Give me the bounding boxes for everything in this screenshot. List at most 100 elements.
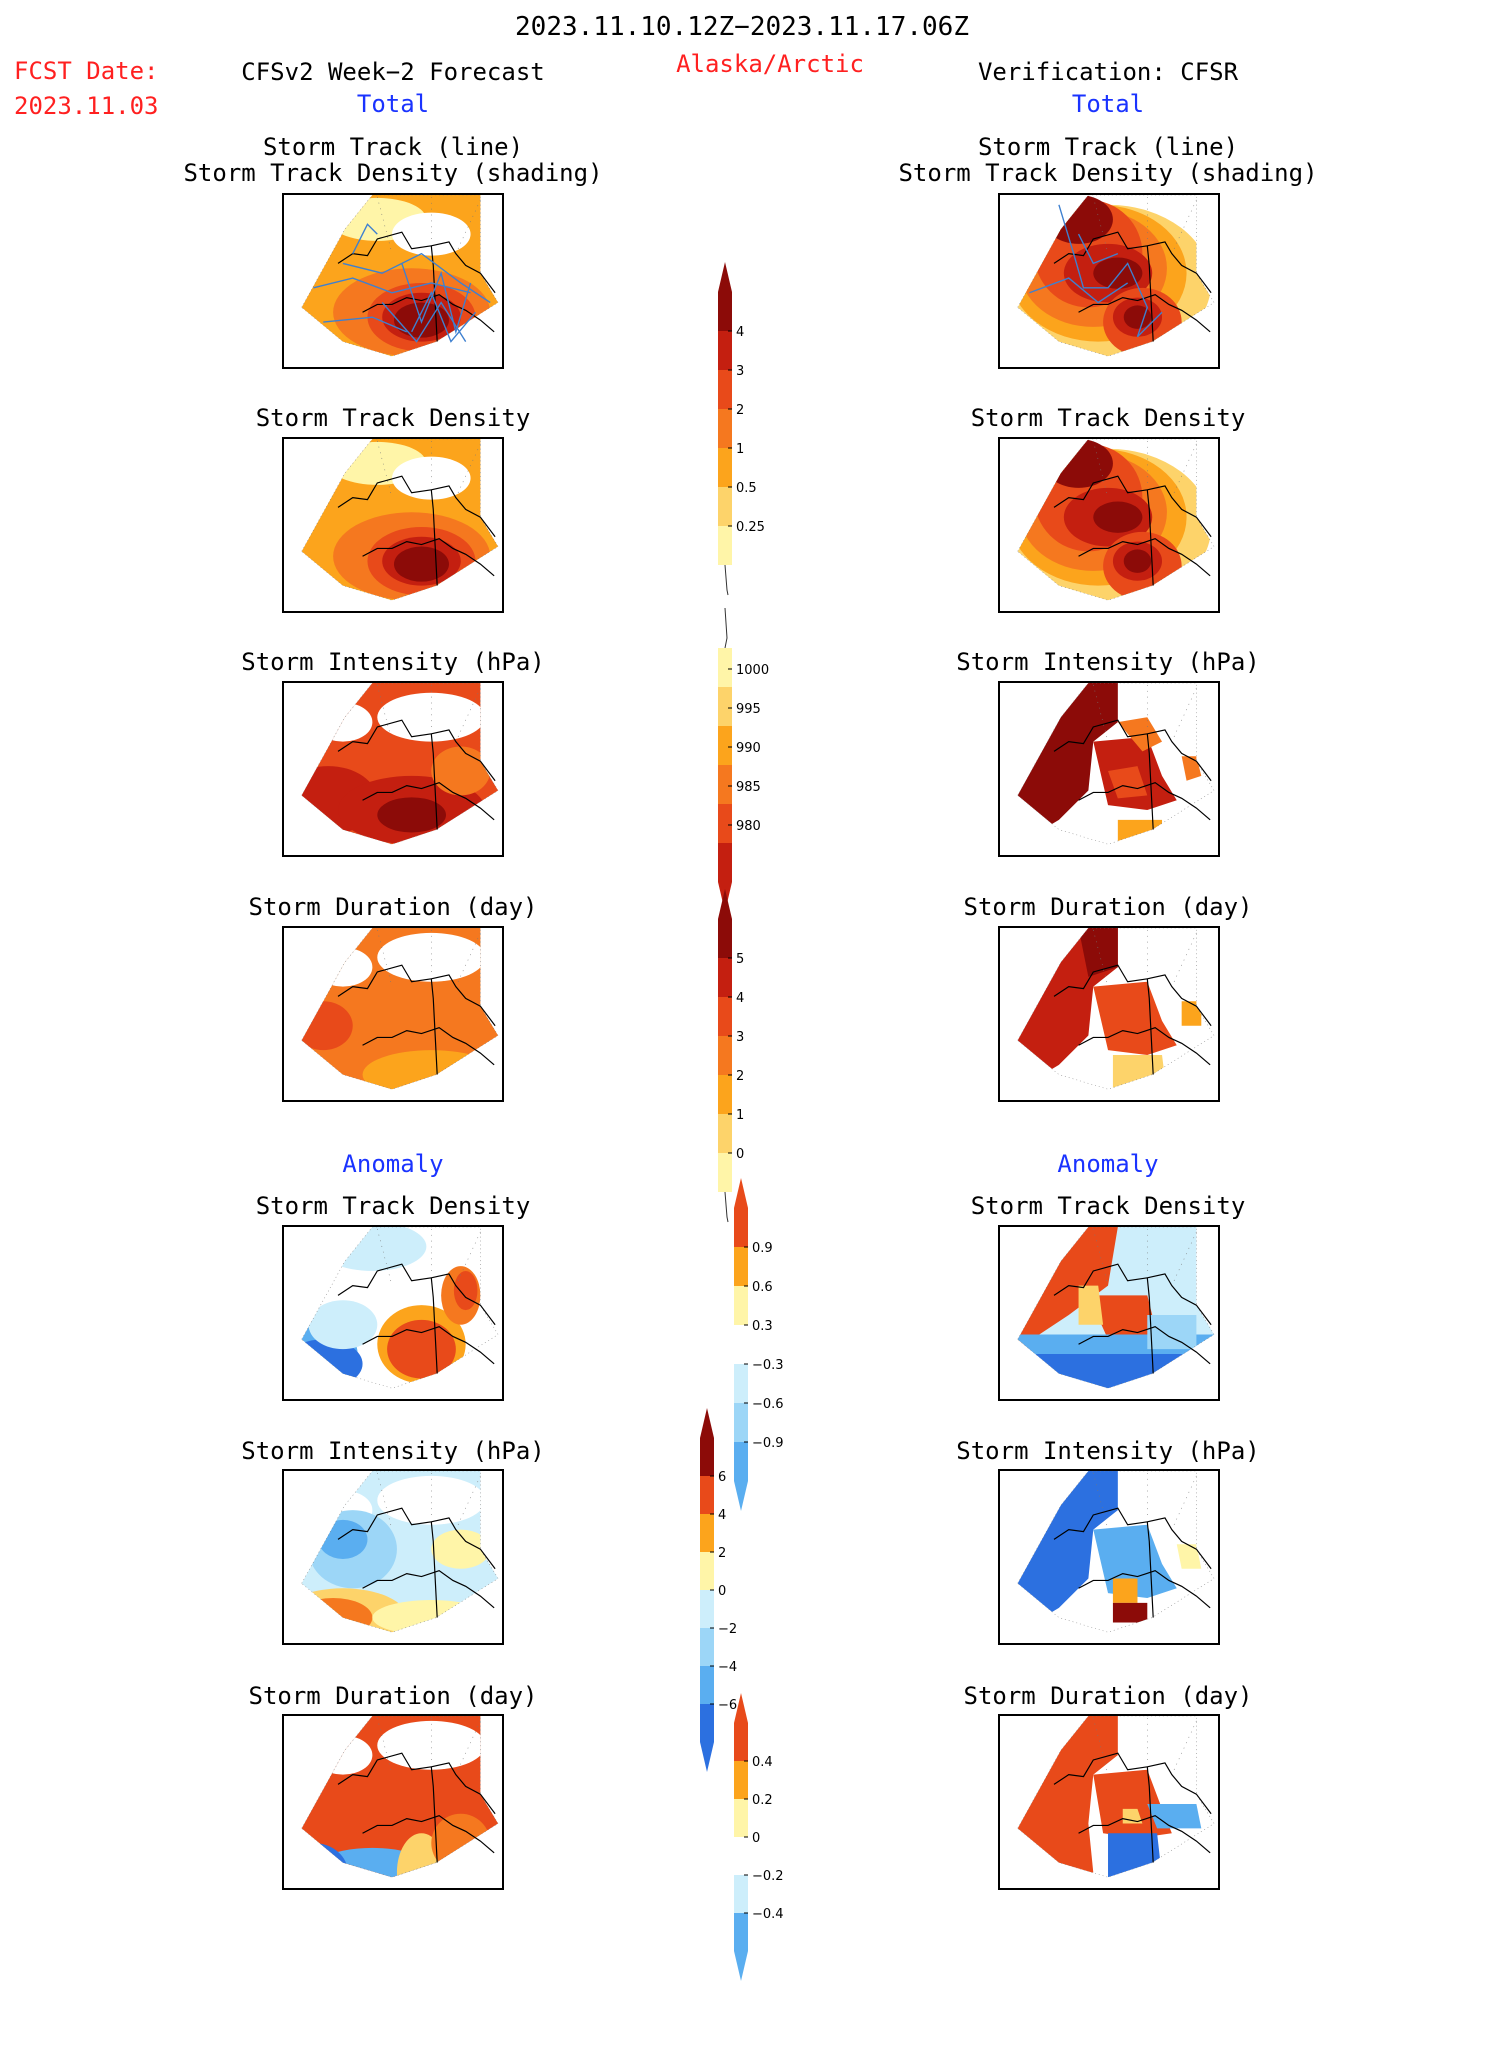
coastline (1078, 538, 1211, 577)
colorbar-segment (718, 726, 732, 765)
contour-region (313, 1735, 373, 1775)
colorbar-segment (734, 1208, 748, 1247)
verification-storm-duration-map (998, 926, 1220, 1102)
colorbar-segment (700, 1552, 714, 1590)
storm-track-line (1058, 204, 1163, 338)
forecast-duration-anomaly-map (282, 1714, 504, 1890)
graticule-line (1171, 199, 1197, 254)
colorbar-tick-label: 0 (752, 1831, 760, 1846)
verification-intensity-anomaly-title: Storm Intensity (hPa) (956, 1437, 1260, 1465)
border-line (1146, 1277, 1154, 1374)
contour-region (377, 1475, 486, 1525)
map-svg (1017, 439, 1215, 601)
colorbar-segment (718, 1036, 732, 1075)
colorbar-segment (718, 919, 732, 958)
verification-duration-anomaly-map (998, 1714, 1220, 1890)
colorbar-segment (734, 1247, 748, 1286)
map-svg (301, 195, 499, 357)
contour-region (387, 1319, 456, 1379)
colorbar-segment (718, 331, 732, 370)
colorbar-top-triangle (700, 1408, 714, 1438)
contour-region (377, 1720, 486, 1770)
coastline (337, 475, 496, 538)
colorbar-tick-label: 1 (736, 1108, 744, 1123)
contour-region (372, 1600, 491, 1633)
coastline (362, 1027, 495, 1066)
colorbar-segment (718, 765, 732, 804)
coastline (337, 719, 496, 782)
colorbar-segment (718, 804, 732, 843)
coastline (337, 1263, 496, 1326)
border-line (430, 978, 438, 1075)
contour-region (1147, 1314, 1197, 1350)
colorbar-tick-label: 0.6 (752, 1280, 773, 1295)
contour-region (1181, 756, 1202, 781)
verification-track-density-shading-map (998, 193, 1220, 369)
forecast-storm-track-line-title: Storm Track (line) (262, 133, 524, 161)
contour-region (377, 932, 486, 982)
border-line (430, 489, 438, 586)
contour-region (1108, 766, 1148, 799)
coastline (362, 1326, 495, 1365)
colorbar-segment (734, 1837, 748, 1875)
duration-anomaly-colorbar: 0.4 0.2 0 −0.2 −0.4 (734, 1693, 814, 2045)
forecast-storm-track-density-shading-title: Storm Track Density (shading) (183, 159, 603, 187)
contour-region (1117, 717, 1163, 752)
contour-region (1123, 549, 1152, 573)
colorbar-tick-label: −6 (718, 1698, 737, 1713)
contour-region (301, 1598, 373, 1633)
colorbar-tick-label: −0.3 (752, 1358, 784, 1373)
forecast-duration-anomaly-title: Storm Duration (day) (248, 1682, 538, 1710)
forecast-density-anomaly-title: Storm Track Density (255, 1192, 531, 1220)
contour-region (453, 1270, 478, 1311)
colorbar-segment (718, 1153, 732, 1192)
intensity-colorbar: 1000 995 990 985 980 (718, 607, 798, 976)
colorbar-segment (718, 487, 732, 526)
contour-region (313, 702, 373, 742)
region-label: Alaska/Arctic (676, 50, 864, 78)
graticule-line (455, 1231, 481, 1286)
graticule-line (1171, 932, 1197, 987)
colorbar-segment (734, 1286, 748, 1325)
contour-region (1123, 305, 1152, 329)
colorbar-extension-line (724, 564, 729, 596)
fcst-date-label: FCST Date: (14, 57, 159, 85)
contour-region (1112, 1055, 1167, 1090)
contour-region (301, 1001, 353, 1051)
forecast-intensity-anomaly-map (282, 1469, 504, 1645)
colorbar-tick-label: 995 (736, 702, 761, 717)
verification-storm-intensity-title: Storm Intensity (hPa) (956, 648, 1260, 676)
colorbar-segment (734, 1875, 748, 1913)
colorbar-segment (718, 1114, 732, 1153)
forecast-track-density-map (282, 437, 504, 613)
colorbar-segment (718, 409, 732, 448)
contour-region (1093, 1769, 1172, 1839)
map-svg (1017, 195, 1215, 357)
verification-storm-track-density-shading-title: Storm Track Density (shading) (898, 159, 1318, 187)
contour-region (340, 700, 347, 711)
graticule-line (1171, 1475, 1197, 1530)
colorbar-top-triangle (718, 262, 732, 292)
coastline (337, 964, 496, 1027)
coastline (1078, 1815, 1211, 1854)
colorbar-top-triangle (734, 1693, 748, 1723)
graticule-line (455, 687, 481, 742)
colorbar-tick-label: 6 (718, 1470, 726, 1485)
colorbar-segment (718, 958, 732, 997)
border-line (1146, 733, 1154, 830)
colorbar-tick-label: −0.9 (752, 1436, 784, 1451)
colorbar-segment (734, 1403, 748, 1442)
coastline (362, 1570, 495, 1609)
forecast-track-density-shading-map (282, 193, 504, 369)
graticule-line (455, 199, 481, 254)
colorbar-tick-label: 2 (718, 1546, 726, 1561)
colorbar-segment (734, 1723, 748, 1761)
map-svg (1017, 1716, 1215, 1878)
coastline (1053, 475, 1212, 538)
forecast-anomaly-label: Anomaly (342, 1150, 444, 1178)
colorbar-tick-label: −4 (718, 1660, 737, 1675)
contour-region (1017, 1227, 1118, 1389)
graticule-line (1171, 1231, 1197, 1286)
verification-anomaly-label: Anomaly (1057, 1150, 1159, 1178)
border-line (430, 1766, 438, 1863)
